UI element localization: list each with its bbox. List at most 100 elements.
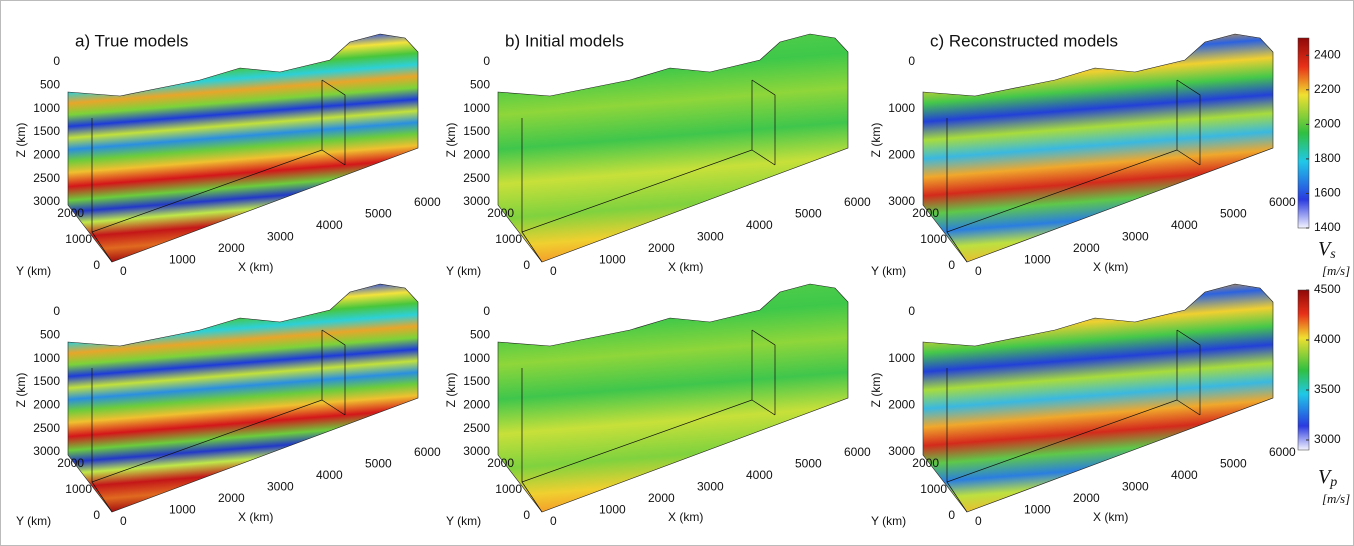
panel-title: b) Initial models	[505, 31, 624, 50]
y-tick-label: 0	[523, 258, 530, 272]
x-tick-label: 5000	[1220, 207, 1247, 221]
z-tick-label: 1500	[463, 124, 490, 138]
colorbar	[1297, 37, 1310, 229]
y-axis-label: Y (km)	[16, 514, 51, 528]
x-tick-label: 3000	[267, 480, 294, 494]
x-tick-label: 3000	[267, 230, 294, 244]
x-axis-label: X (km)	[1093, 260, 1128, 274]
z-tick-label: 500	[470, 78, 490, 92]
subscript: p	[1329, 475, 1337, 490]
z-tick-label: 1000	[463, 351, 490, 365]
colorbar-symbol: Vs	[1318, 238, 1336, 263]
cut-edges	[521, 79, 776, 263]
y-tick-label: 2000	[487, 456, 514, 470]
y-tick-label: 2000	[912, 206, 939, 220]
z-tick-label: 2500	[33, 171, 60, 185]
x-tick-label: 6000	[414, 445, 441, 459]
z-tick-label: 1000	[33, 101, 60, 115]
colorbar-unit: [m/s]	[1322, 263, 1350, 278]
x-tick-label: 0	[120, 514, 127, 528]
z-tick-label: 2000	[888, 398, 915, 412]
cut-edges	[946, 329, 1201, 513]
z-tick-label: 0	[483, 54, 490, 68]
x-tick-label: 1000	[1024, 503, 1051, 517]
colorbar-tick-label: 4500	[1314, 282, 1341, 296]
model-volume	[67, 33, 419, 263]
y-axis-label: Y (km)	[16, 264, 51, 278]
x-tick-label: 3000	[1122, 230, 1149, 244]
x-tick-label: 3000	[697, 480, 724, 494]
z-tick-label: 0	[53, 304, 60, 318]
z-axis-label: Z (km)	[869, 373, 883, 408]
z-tick-label: 0	[908, 304, 915, 318]
z-tick-label: 0	[908, 54, 915, 68]
y-tick-label: 2000	[57, 206, 84, 220]
z-tick-label: 1000	[33, 351, 60, 365]
y-axis-label: Y (km)	[871, 514, 906, 528]
z-tick-label: 500	[40, 78, 60, 92]
x-tick-label: 0	[120, 264, 127, 278]
colorbar-tick-label: 2000	[1314, 117, 1341, 131]
z-tick-label: 3000	[463, 194, 490, 208]
x-tick-label: 0	[975, 264, 982, 278]
z-tick-label: 1500	[463, 374, 490, 388]
y-tick-label: 1000	[65, 232, 92, 246]
x-axis-label: X (km)	[1093, 510, 1128, 524]
x-tick-label: 5000	[1220, 457, 1247, 471]
model-volume	[922, 283, 1274, 513]
y-tick-label: 0	[93, 508, 100, 522]
x-tick-label: 2000	[1073, 241, 1100, 255]
colorbar-tick-label: 4000	[1314, 332, 1341, 346]
z-axis-label: Z (km)	[14, 123, 28, 158]
colorbar-tick-label: 1800	[1314, 151, 1341, 165]
z-tick-label: 1500	[33, 374, 60, 388]
y-axis-label: Y (km)	[446, 514, 481, 528]
y-tick-label: 1000	[920, 232, 947, 246]
x-tick-label: 1000	[599, 253, 626, 267]
colorbar-unit: [m/s]	[1322, 491, 1350, 506]
x-axis-label: X (km)	[668, 510, 703, 524]
z-tick-label: 2000	[33, 398, 60, 412]
z-tick-label: 500	[470, 328, 490, 342]
x-tick-label: 2000	[648, 241, 675, 255]
model-volume	[497, 283, 849, 513]
z-tick-label: 2000	[463, 398, 490, 412]
z-axis-label: Z (km)	[444, 123, 458, 158]
x-axis-label: X (km)	[668, 260, 703, 274]
z-tick-label: 2000	[463, 148, 490, 162]
symbol: V	[1318, 238, 1333, 260]
y-tick-label: 0	[948, 508, 955, 522]
x-tick-label: 6000	[1269, 195, 1296, 209]
panel-title: c) Reconstructed models	[930, 31, 1118, 50]
model-volume	[497, 33, 849, 263]
x-tick-label: 5000	[795, 207, 822, 221]
cut-edges	[91, 329, 346, 513]
y-tick-label: 1000	[65, 482, 92, 496]
cut-edges	[946, 79, 1201, 263]
z-axis-label: Z (km)	[444, 373, 458, 408]
x-tick-label: 2000	[218, 241, 245, 255]
cut-edges	[521, 329, 776, 513]
x-tick-label: 6000	[844, 445, 871, 459]
x-tick-label: 4000	[1171, 468, 1198, 482]
colorbar-tick-label: 1400	[1314, 220, 1341, 234]
x-tick-label: 0	[550, 514, 557, 528]
y-tick-label: 2000	[57, 456, 84, 470]
y-tick-label: 1000	[920, 482, 947, 496]
z-tick-label: 500	[40, 328, 60, 342]
y-tick-label: 1000	[495, 482, 522, 496]
x-tick-label: 6000	[414, 195, 441, 209]
symbol: V	[1318, 466, 1333, 488]
x-tick-label: 2000	[218, 491, 245, 505]
x-tick-label: 2000	[648, 491, 675, 505]
x-tick-label: 4000	[1171, 218, 1198, 232]
z-tick-label: 2500	[463, 421, 490, 435]
x-tick-label: 4000	[316, 468, 343, 482]
